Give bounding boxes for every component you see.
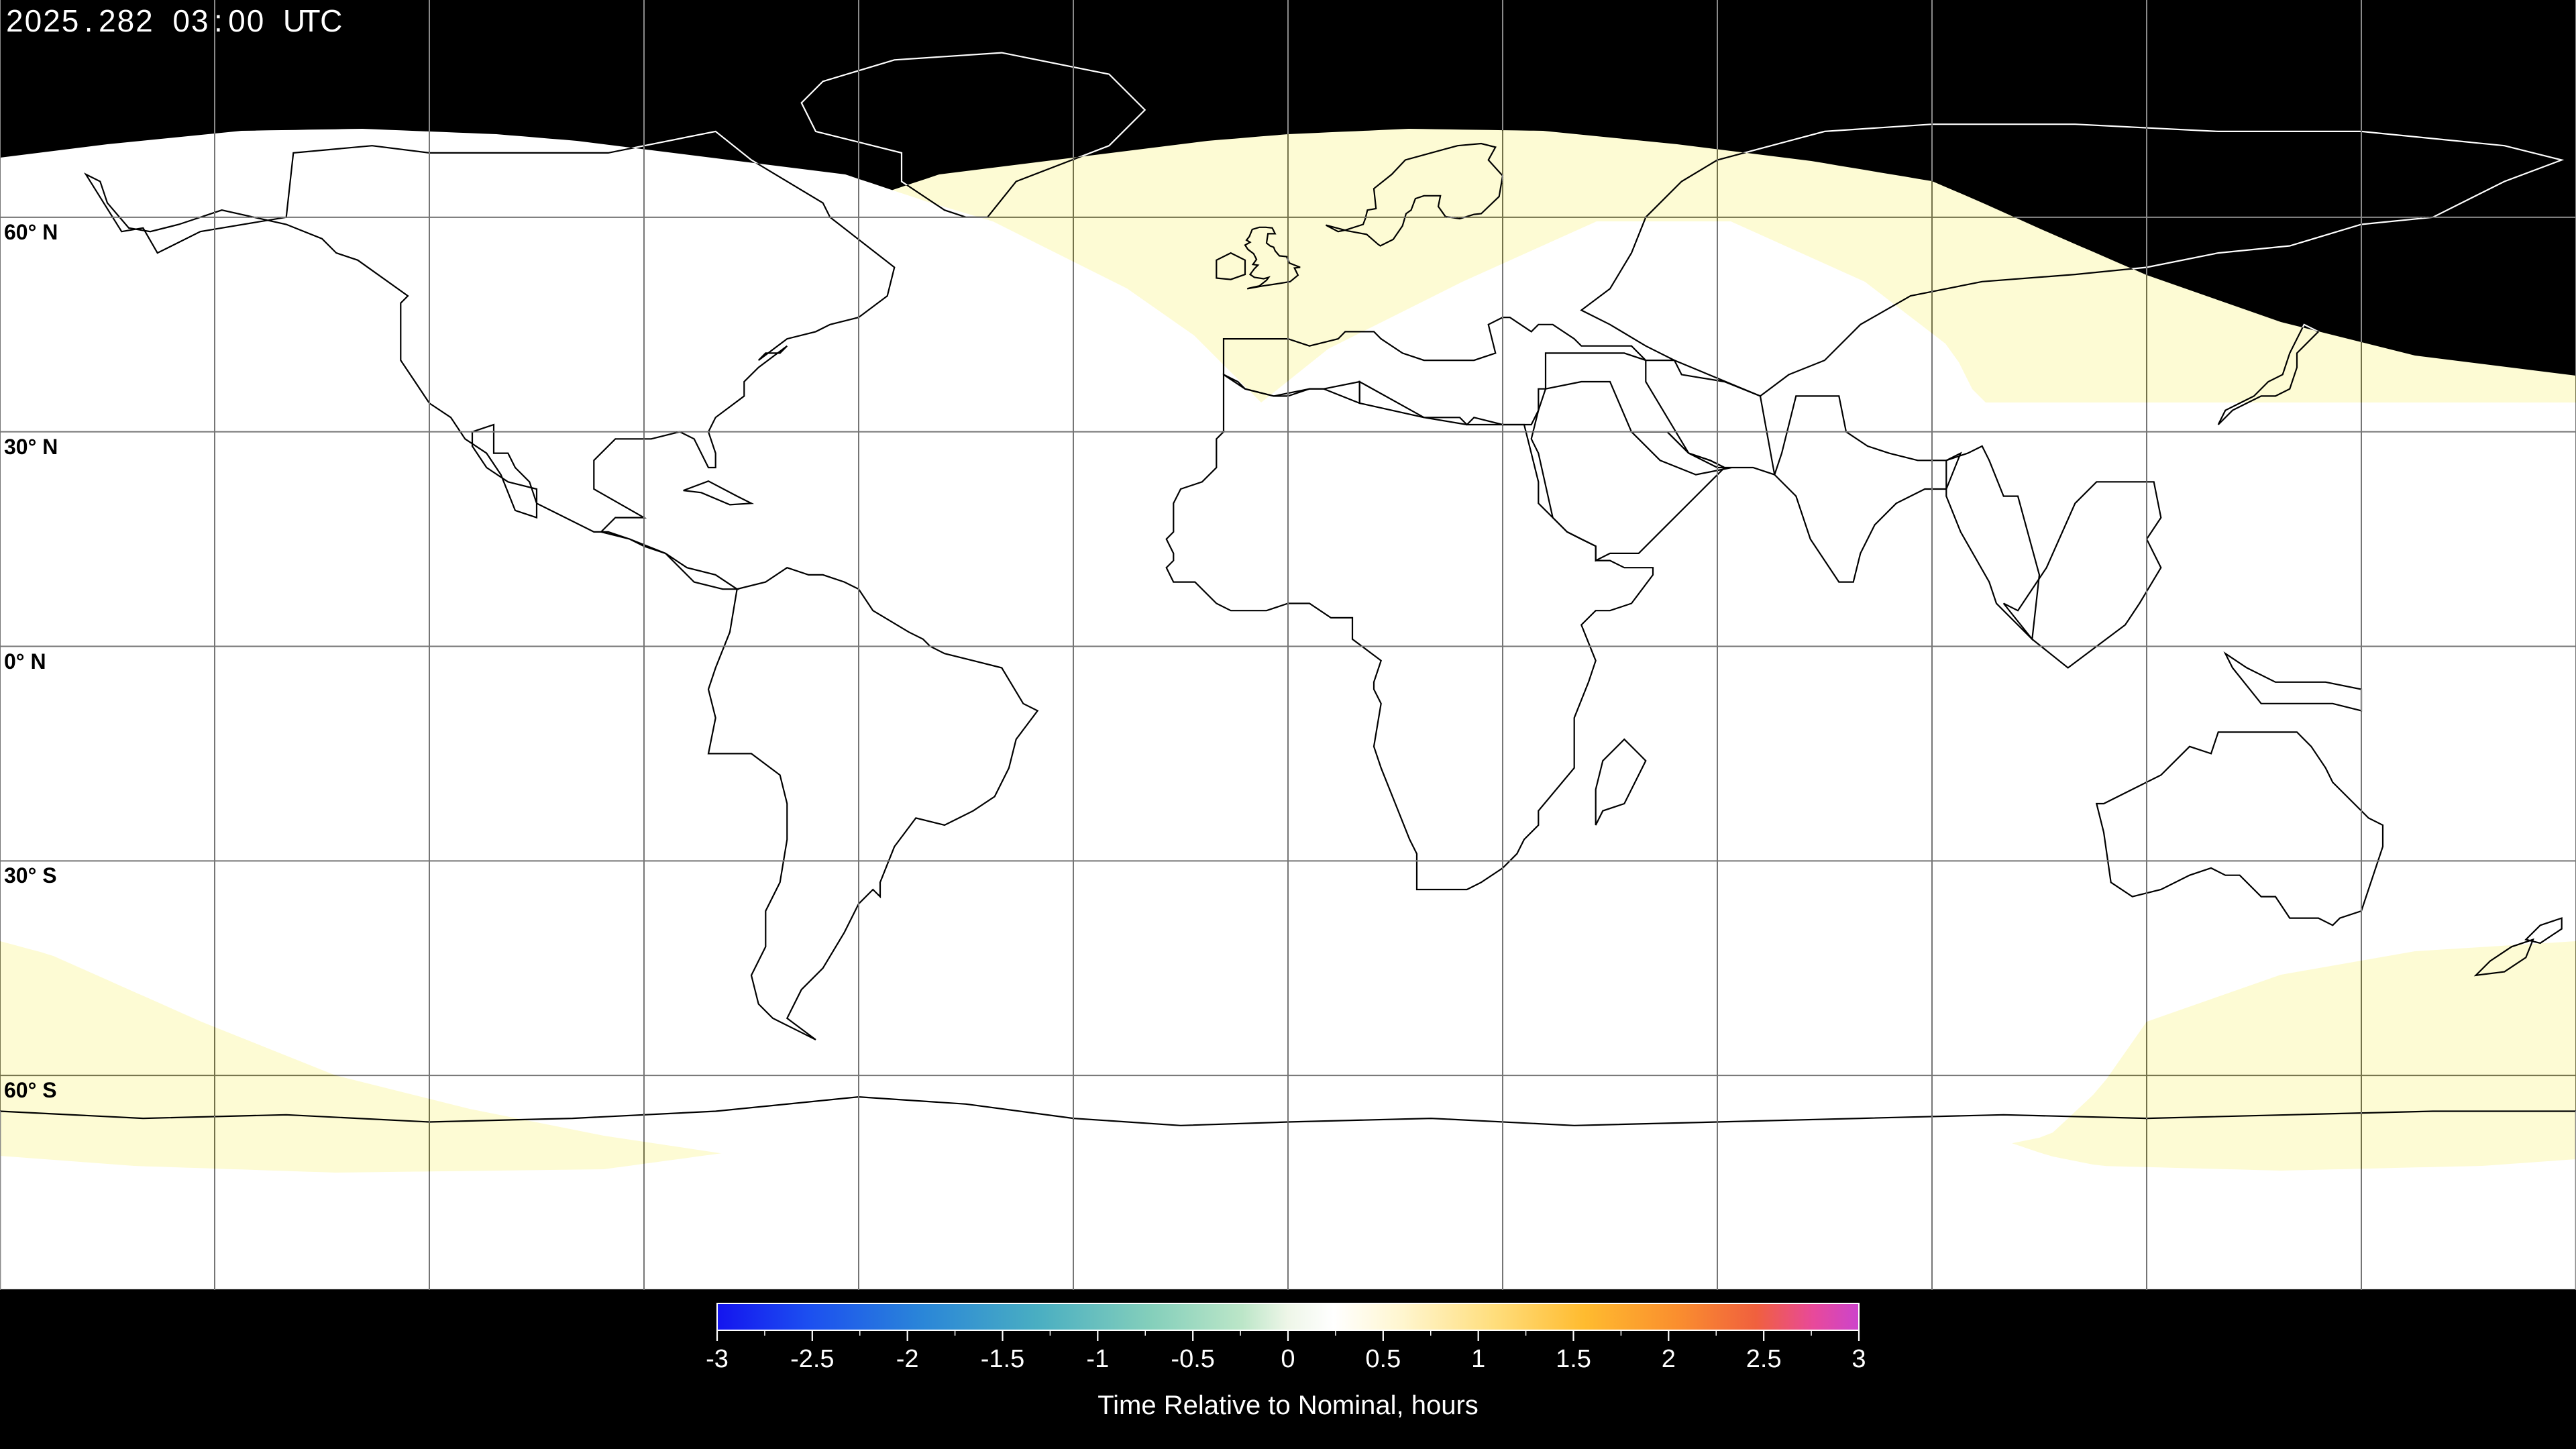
- svg-text:-3: -3: [706, 1345, 729, 1373]
- svg-text:-2.5: -2.5: [790, 1345, 834, 1373]
- svg-text:1.5: 1.5: [1556, 1345, 1591, 1373]
- svg-text:0.5: 0.5: [1365, 1345, 1401, 1373]
- svg-text:-0.5: -0.5: [1171, 1345, 1214, 1373]
- svg-text:2.5: 2.5: [1746, 1345, 1782, 1373]
- svg-text:-1.5: -1.5: [981, 1345, 1024, 1373]
- svg-text:-1: -1: [1086, 1345, 1109, 1373]
- svg-text:Time Relative to Nominal, hour: Time Relative to Nominal, hours: [1097, 1391, 1479, 1420]
- svg-text:1: 1: [1471, 1345, 1485, 1373]
- svg-text:2: 2: [1662, 1345, 1676, 1373]
- svg-text:0: 0: [1281, 1345, 1295, 1373]
- svg-text:3: 3: [1851, 1345, 1866, 1373]
- svg-text:-2: -2: [896, 1345, 919, 1373]
